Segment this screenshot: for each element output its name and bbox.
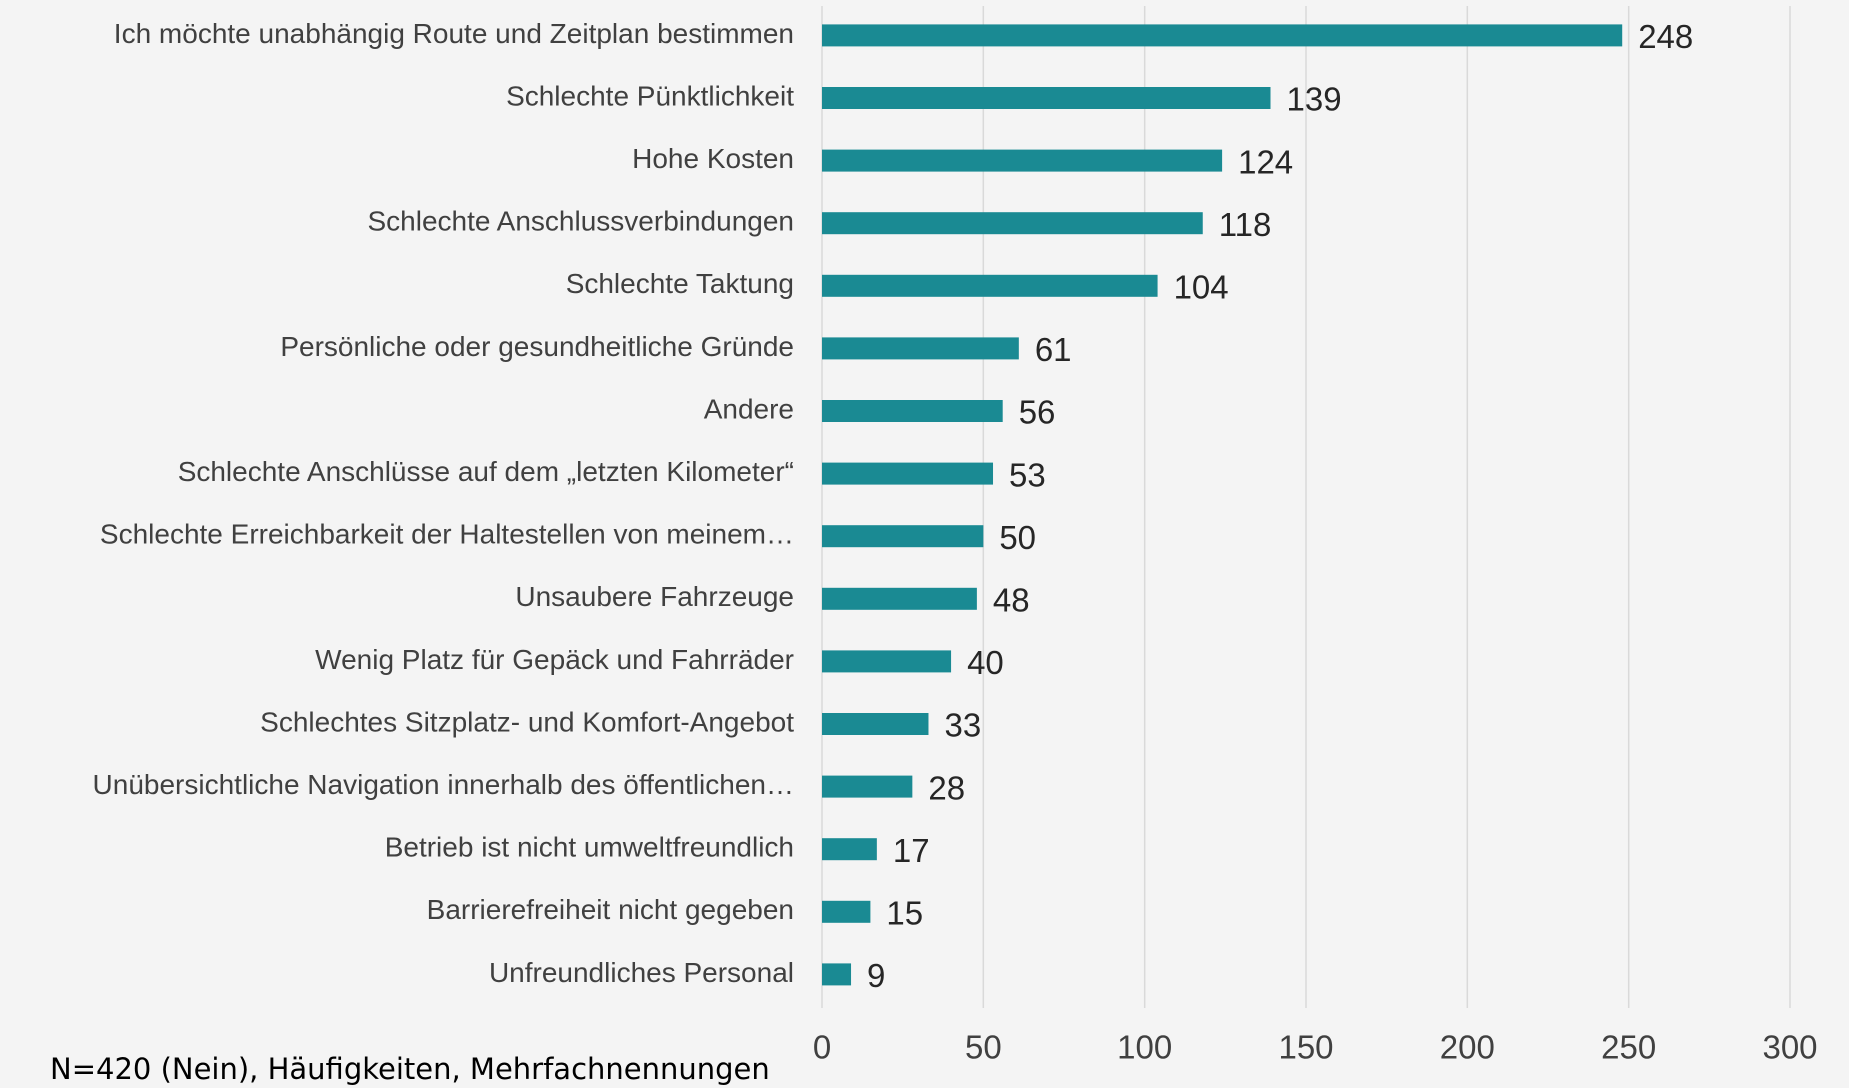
- x-tick-label: 150: [1278, 1029, 1333, 1066]
- bar: [822, 337, 1019, 360]
- category-label: Schlechtes Sitzplatz- und Komfort-Angebo…: [260, 706, 794, 737]
- category-label: Schlechte Anschlüsse auf dem „letzten Ki…: [178, 456, 794, 487]
- value-label: 124: [1238, 143, 1293, 180]
- category-label: Schlechte Anschlussverbindungen: [367, 206, 794, 237]
- category-label: Unfreundliches Personal: [489, 957, 794, 988]
- value-label: 118: [1219, 206, 1272, 243]
- x-tick-label: 300: [1762, 1029, 1817, 1066]
- x-tick-label: 200: [1440, 1029, 1495, 1066]
- bar: [822, 212, 1203, 235]
- bar: [822, 149, 1223, 172]
- value-label: 50: [999, 519, 1036, 556]
- category-label: Barrierefreiheit nicht gegeben: [427, 894, 794, 925]
- x-tick-label: 100: [1117, 1029, 1172, 1066]
- bar: [822, 650, 952, 673]
- category-label: Andere: [704, 393, 794, 424]
- category-label: Betrieb ist nicht umweltfreundlich: [385, 832, 794, 863]
- category-label: Hohe Kosten: [632, 143, 794, 174]
- bar: [822, 775, 913, 798]
- bar: [822, 24, 1623, 47]
- x-tick-label: 0: [813, 1029, 831, 1066]
- x-tick-label: 50: [965, 1029, 1002, 1066]
- value-label: 9: [867, 957, 885, 994]
- value-label: 48: [993, 582, 1030, 619]
- bar: [822, 963, 852, 986]
- value-label: 28: [928, 769, 965, 806]
- value-label: 40: [967, 644, 1004, 681]
- value-label: 53: [1009, 456, 1046, 493]
- category-label: Schlechte Pünktlichkeit: [506, 80, 794, 111]
- bar: [822, 462, 994, 485]
- bar: [822, 87, 1271, 109]
- bar: [822, 525, 984, 548]
- category-label: Schlechte Erreichbarkeit der Haltestelle…: [100, 519, 794, 550]
- category-label: Wenig Platz für Gepäck und Fahrräder: [315, 644, 794, 675]
- bar: [822, 274, 1158, 297]
- x-tick-label: 250: [1601, 1029, 1656, 1066]
- bar: [822, 400, 1003, 422]
- value-label: 56: [1019, 394, 1056, 431]
- bar: [822, 900, 871, 923]
- value-label: 139: [1287, 81, 1342, 118]
- value-label: 33: [944, 707, 981, 744]
- category-label: Ich möchte unabhängig Route und Zeitplan…: [114, 18, 794, 49]
- bar: [822, 713, 929, 735]
- category-label: Unsaubere Fahrzeuge: [515, 581, 794, 612]
- value-label: 61: [1035, 331, 1072, 368]
- footnote: N=420 (Nein), Häufigkeiten, Mehrfachnenn…: [50, 1052, 770, 1086]
- value-label: 248: [1638, 18, 1693, 55]
- bar: [822, 587, 977, 610]
- category-label: Unübersichtliche Navigation innerhalb de…: [93, 769, 794, 800]
- value-label: 15: [886, 895, 923, 932]
- category-label: Schlechte Taktung: [566, 268, 794, 299]
- value-label: 104: [1174, 269, 1229, 306]
- category-label: Persönliche oder gesundheitliche Gründe: [280, 331, 794, 362]
- bar: [822, 838, 877, 861]
- value-label: 17: [893, 832, 930, 869]
